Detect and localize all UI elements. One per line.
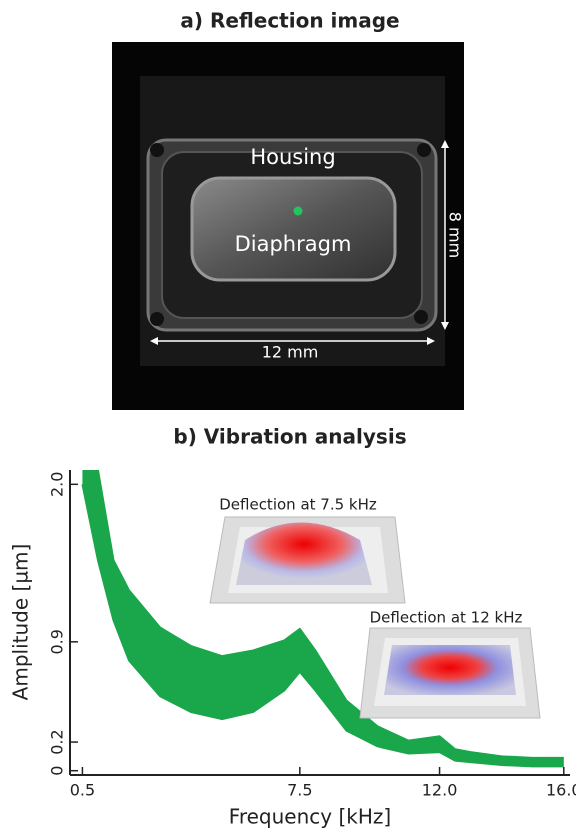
annotation: Deflection at 7.5 kHz: [219, 496, 377, 514]
screw: [414, 310, 428, 324]
x-tick-label: 0.5: [70, 781, 95, 800]
chart-title: b) Vibration analysis: [173, 425, 406, 449]
x-axis-title: Frequency [kHz]: [229, 805, 391, 829]
screw: [150, 312, 164, 326]
y-tick-label: 0.9: [48, 629, 67, 654]
measure-point: [293, 206, 303, 216]
dimension-arrows: [150, 140, 449, 345]
plot-area: [81, 470, 564, 768]
x-tick-label: 16.0: [546, 781, 576, 800]
inset: [359, 627, 541, 719]
annotation: Deflection at 12 kHz: [370, 609, 523, 627]
screw: [150, 143, 164, 157]
screw: [417, 143, 431, 157]
y-tick-label: 2.0: [48, 472, 67, 497]
diaphragm: [190, 176, 397, 282]
y-tick-label: 0: [48, 766, 67, 776]
band-fill: [82, 470, 564, 767]
x-tick-label: 7.5: [287, 781, 312, 800]
label: Housing: [250, 145, 335, 169]
dimension-label: 8 mm: [446, 212, 465, 258]
inset-surface: [236, 522, 372, 585]
inset-surface: [384, 645, 516, 695]
panel-title: a) Reflection image: [180, 9, 399, 33]
band-edge: [81, 484, 564, 768]
band-edge: [96, 470, 564, 759]
x-tick-label: 12.0: [422, 781, 458, 800]
y-axis-title: Amplitude [µm]: [9, 544, 33, 701]
inset: [209, 516, 406, 604]
dimension-label: 12 mm: [262, 343, 319, 362]
y-tick-label: 0.2: [48, 729, 67, 754]
label: Diaphragm: [235, 232, 352, 256]
